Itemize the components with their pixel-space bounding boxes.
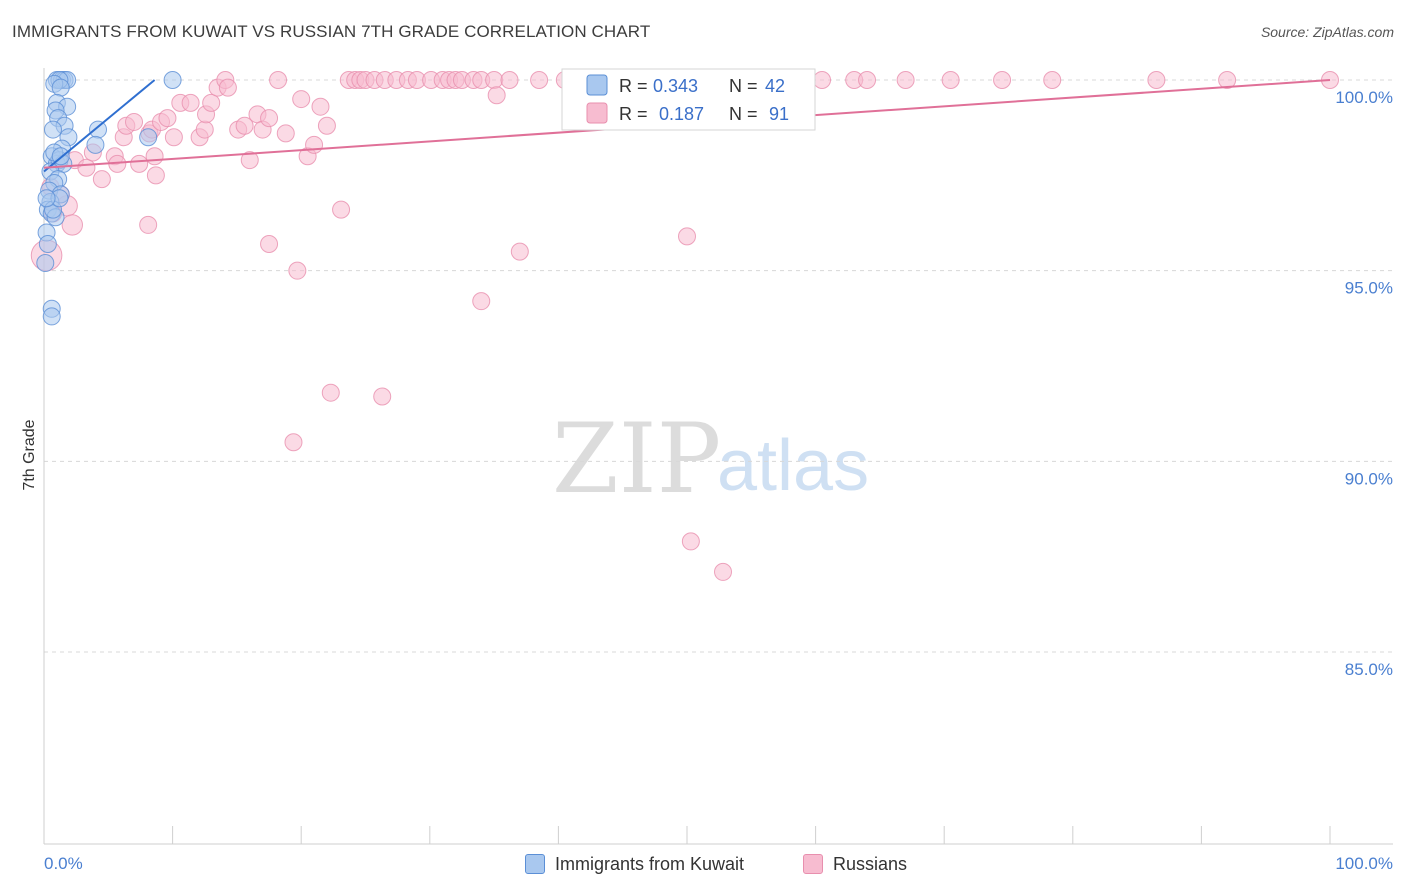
x-tick-labels: 0.0% 100.0%: [44, 854, 1393, 873]
kuwait-point: [89, 120, 108, 139]
y-tick-label-0: 100.0%: [1335, 88, 1393, 107]
russians-point: [1147, 71, 1166, 89]
russians-point: [858, 71, 877, 89]
russians-point: [941, 71, 960, 89]
kuwait-point: [36, 254, 55, 273]
watermark: ZIP atlas: [552, 403, 869, 515]
russians-point: [311, 97, 330, 116]
russians-point: [146, 166, 165, 185]
russians-point: [896, 71, 915, 89]
kuwait-point: [51, 78, 70, 97]
kuwait-points: [36, 71, 182, 326]
watermark-zip: ZIP: [552, 403, 721, 515]
russians-point: [292, 90, 311, 109]
russians-point: [472, 292, 491, 311]
russians-point: [218, 78, 237, 97]
russians-point: [681, 532, 700, 551]
legend-n-label-2: N =: [729, 104, 758, 124]
russians-point: [125, 112, 144, 131]
russians-point: [714, 562, 733, 581]
bottom-legend-russians: Russians: [803, 852, 907, 876]
y-tick-label-1: 95.0%: [1345, 279, 1393, 298]
bottom-legend-russians-label: Russians: [833, 853, 908, 874]
legend-r-value-1: 0.343: [653, 76, 698, 96]
russians-point: [500, 71, 519, 89]
russians-point: [317, 116, 336, 135]
kuwait-point: [42, 307, 61, 326]
y-tick-label-2: 90.0%: [1345, 469, 1393, 488]
legend-swatch-russians: [586, 102, 608, 124]
x-tick-label-0: 0.0%: [44, 854, 83, 873]
russians-point: [485, 71, 504, 89]
legend-n-value-1: 42: [765, 76, 785, 96]
russians-point: [1218, 71, 1237, 89]
legend-n-value-2: 91: [769, 104, 789, 124]
bottom-legend-kuwait: Immigrants from Kuwait: [525, 852, 744, 876]
russians-point: [1043, 71, 1062, 89]
russians-point: [269, 71, 288, 89]
russians-point: [510, 242, 529, 261]
russians-point: [164, 128, 183, 147]
watermark-atlas: atlas: [717, 426, 869, 506]
kuwait-point: [44, 120, 63, 139]
chart-title: IMMIGRANTS FROM KUWAIT VS RUSSIAN 7TH GR…: [12, 22, 651, 41]
legend-box: R = 0.343 N = 42 R = 0.187 N = 91: [561, 68, 816, 131]
bottom-legend-kuwait-swatch: [525, 854, 545, 874]
kuwait-point: [139, 128, 158, 147]
legend-swatch-kuwait: [586, 74, 608, 96]
legend-r-value-2: 0.187: [659, 104, 704, 124]
russians-point: [332, 200, 351, 219]
y-tick-label-3: 85.0%: [1345, 660, 1393, 679]
russians-point: [61, 214, 83, 236]
russians-point: [202, 93, 221, 112]
russians-point: [145, 147, 164, 166]
russians-point: [181, 93, 200, 112]
russians-point: [305, 135, 324, 154]
russians-point: [130, 154, 149, 173]
russians-point: [158, 109, 177, 128]
bottom-legend-russians-swatch: [803, 854, 823, 874]
russians-point: [993, 71, 1012, 89]
legend-r-label-1: R =: [619, 76, 648, 96]
y-axis-label: 7th Grade: [21, 419, 38, 490]
kuwait-point: [38, 234, 57, 253]
russians-point: [284, 433, 303, 452]
russians-point: [260, 234, 279, 253]
russians-point: [77, 158, 96, 177]
russians-point: [487, 86, 506, 105]
russians-point: [195, 120, 214, 139]
russians-point: [240, 151, 259, 170]
russians-point: [373, 387, 392, 406]
russians-point: [321, 383, 340, 402]
russians-point: [235, 116, 254, 135]
russians-point: [530, 71, 549, 89]
kuwait-point: [163, 71, 182, 89]
legend-n-label-1: N =: [729, 76, 758, 96]
russians-point: [288, 261, 307, 280]
bottom-legend-kuwait-label: Immigrants from Kuwait: [555, 853, 745, 874]
x-tick-label-1: 100.0%: [1335, 854, 1393, 873]
russians-point: [260, 109, 279, 128]
russians-point: [813, 71, 832, 89]
source-credit: Source: ZipAtlas.com: [1260, 24, 1394, 40]
kuwait-point: [86, 135, 105, 154]
russians-point: [276, 124, 295, 143]
russians-point: [139, 215, 158, 234]
legend-r-label-2: R =: [619, 104, 648, 124]
y-tick-labels: 100.0% 95.0% 90.0% 85.0%: [1335, 88, 1393, 679]
russians-point: [678, 227, 696, 246]
kuwait-trend-line: [43, 79, 156, 173]
kuwait-point: [37, 189, 56, 208]
russians-point: [92, 170, 111, 189]
